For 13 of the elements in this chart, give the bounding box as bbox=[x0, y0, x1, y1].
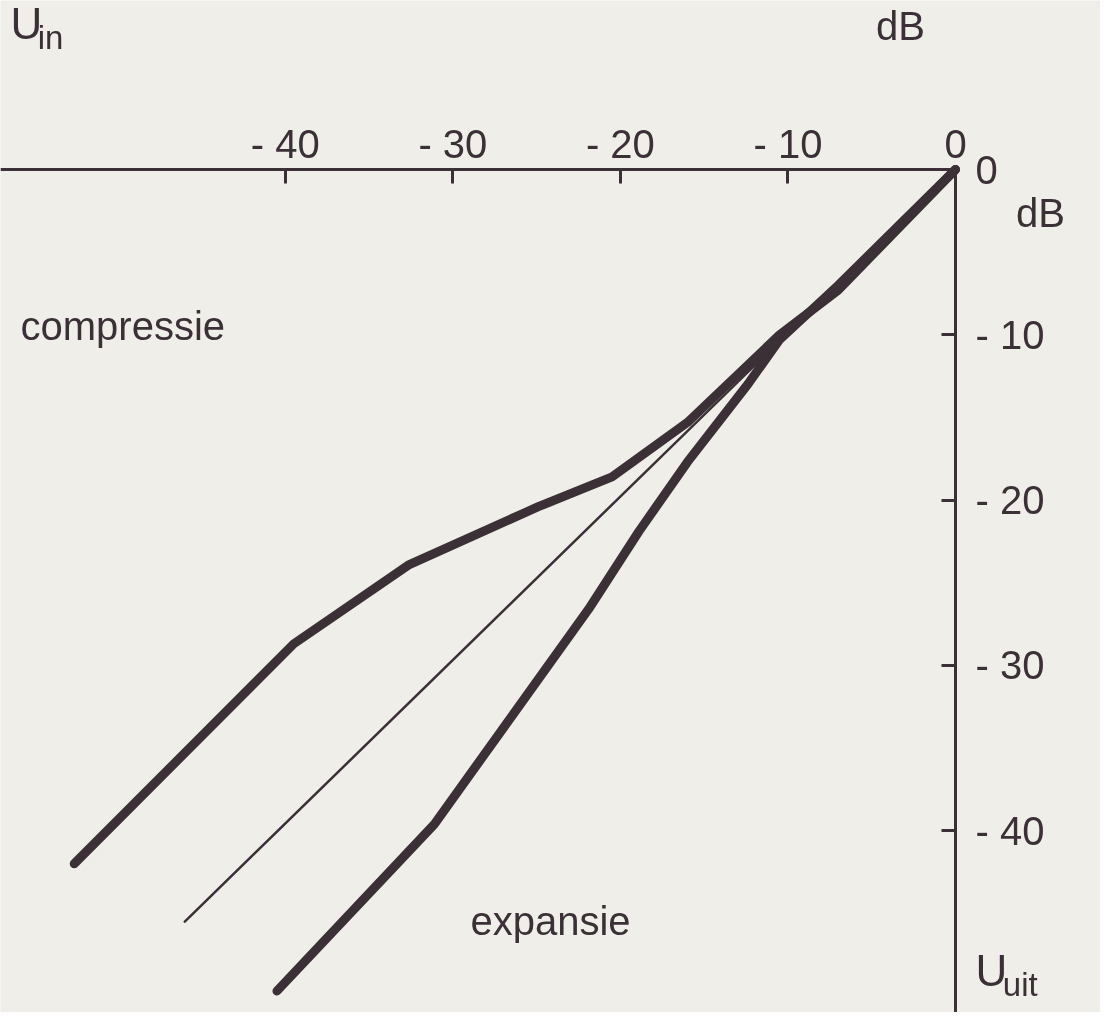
x-tick-label: - 30 bbox=[418, 121, 488, 166]
x-tick-label: - 20 bbox=[585, 121, 655, 166]
y-tick-label: - 20 bbox=[975, 478, 1045, 523]
annotation: compressie bbox=[20, 303, 226, 348]
x-tick-label: - 10 bbox=[753, 121, 823, 166]
y-tick-label: - 10 bbox=[975, 312, 1045, 357]
y-tick-label: - 40 bbox=[975, 808, 1045, 853]
x-tick-label: - 40 bbox=[250, 121, 320, 166]
text: dB bbox=[876, 3, 925, 48]
y-tick-label: - 30 bbox=[975, 643, 1045, 688]
annotation: expansie bbox=[470, 898, 631, 943]
text: dB bbox=[1016, 190, 1065, 235]
x-tick-label: 0 bbox=[944, 121, 967, 166]
